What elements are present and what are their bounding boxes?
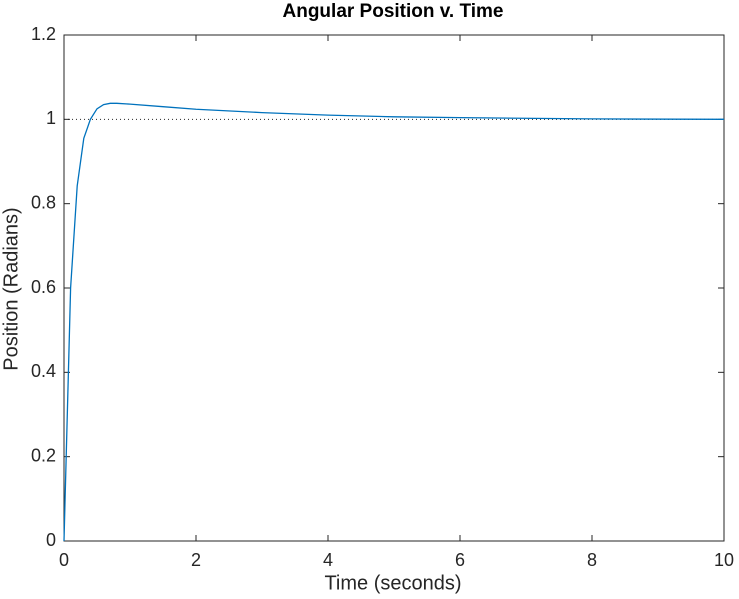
x-tick-label: 10: [714, 550, 734, 570]
x-tick-label: 4: [323, 550, 333, 570]
plot-frame: [63, 34, 725, 542]
x-axis-label: Time (seconds): [324, 572, 461, 594]
y-tick-label: 1: [46, 108, 56, 128]
x-tick-label: 2: [191, 550, 201, 570]
y-tick-label: 1.2: [31, 24, 56, 44]
chart-title: Angular Position v. Time: [283, 1, 504, 22]
x-tick-label: 6: [455, 550, 465, 570]
x-tick-label: 8: [587, 550, 597, 570]
y-tick-label: 0: [46, 530, 56, 550]
y-axis-label: Position (Radians): [0, 207, 22, 370]
y-tick-label: 0.6: [31, 277, 56, 297]
y-tick-label: 0.8: [31, 192, 56, 212]
data-line: [63, 102, 725, 542]
y-tick-label: 0.4: [31, 361, 56, 381]
x-tick-label: 0: [59, 550, 69, 570]
y-tick-label: 0.2: [31, 445, 56, 465]
